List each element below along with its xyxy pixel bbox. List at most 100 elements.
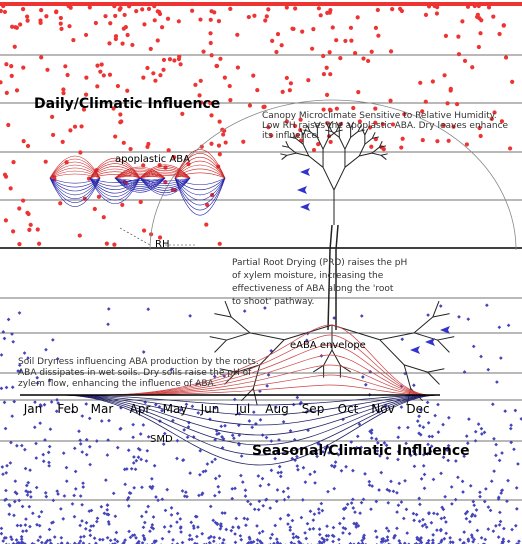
red-dot bbox=[197, 93, 202, 98]
blue-dot bbox=[286, 522, 290, 526]
red-dot bbox=[45, 67, 50, 72]
red-dot bbox=[158, 73, 163, 78]
blue-dot bbox=[444, 520, 448, 524]
blue-dot bbox=[402, 541, 407, 544]
red-dot bbox=[510, 79, 515, 84]
blue-dot bbox=[389, 479, 393, 484]
red-dot bbox=[476, 44, 481, 50]
envelope-red bbox=[99, 354, 431, 396]
blue-dot bbox=[245, 517, 250, 521]
red-dot bbox=[349, 38, 354, 43]
red-dot bbox=[321, 53, 326, 59]
blue-dot bbox=[440, 505, 444, 510]
blue-dot bbox=[80, 414, 85, 418]
blue-dot bbox=[331, 539, 335, 544]
arrow bbox=[297, 186, 307, 194]
red-dot bbox=[216, 143, 222, 148]
blue-dot bbox=[78, 442, 83, 446]
red-dot bbox=[6, 122, 11, 128]
blue-dot bbox=[462, 530, 467, 534]
red-dot bbox=[128, 146, 133, 152]
blue-dot bbox=[412, 383, 416, 388]
blue-dot bbox=[439, 538, 444, 543]
red-dot bbox=[163, 165, 168, 170]
red-dot bbox=[465, 4, 471, 9]
red-dot bbox=[71, 37, 76, 43]
blue-dot bbox=[453, 497, 458, 502]
blue-dot bbox=[386, 529, 391, 533]
blue-dot bbox=[191, 524, 196, 528]
envelope-blue bbox=[59, 394, 441, 436]
blue-dot bbox=[426, 538, 431, 543]
blue-dot bbox=[415, 419, 420, 423]
blue-dot bbox=[188, 533, 192, 538]
blue-dot bbox=[91, 523, 96, 528]
red-dot bbox=[279, 43, 284, 48]
red-dot bbox=[321, 72, 327, 77]
red-dot bbox=[141, 75, 146, 80]
blue-dot bbox=[113, 514, 118, 519]
blue-dot bbox=[36, 538, 41, 543]
note-line: effectiveness of ABA along the 'root bbox=[232, 284, 394, 294]
red-dot bbox=[35, 227, 40, 232]
red-dot bbox=[1, 3, 6, 9]
red-dot bbox=[0, 80, 3, 85]
root bbox=[404, 364, 428, 373]
blue-dot bbox=[2, 400, 7, 405]
blue-dot bbox=[315, 454, 319, 459]
blue-dot bbox=[20, 443, 24, 448]
blue-dot bbox=[516, 462, 520, 466]
red-dot bbox=[255, 87, 260, 93]
daily-wave-blue bbox=[89, 177, 141, 183]
trunk bbox=[327, 224, 339, 331]
red-dot bbox=[77, 233, 82, 238]
daily-wave-red bbox=[174, 172, 226, 179]
branch bbox=[295, 138, 304, 145]
red-dot bbox=[120, 41, 125, 46]
blue-dot bbox=[217, 490, 222, 494]
blue-dot bbox=[233, 486, 237, 491]
red-dot bbox=[27, 227, 32, 233]
blue-dot bbox=[497, 458, 502, 463]
daily-wave-red bbox=[139, 173, 191, 179]
daily-wave-red bbox=[89, 160, 141, 179]
red-dot bbox=[108, 21, 113, 26]
blue-dot bbox=[105, 453, 110, 457]
blue-dot bbox=[467, 417, 471, 421]
red-dot bbox=[9, 73, 14, 79]
envelope-blue bbox=[59, 394, 441, 416]
red-dot bbox=[25, 14, 30, 19]
blue-dot bbox=[131, 461, 136, 465]
blue-dot bbox=[257, 531, 262, 535]
red-dot bbox=[376, 33, 381, 38]
blue-dot bbox=[136, 455, 141, 460]
blue-dot bbox=[404, 441, 408, 446]
blue-dot bbox=[307, 527, 312, 532]
daily-wave-blue bbox=[114, 177, 166, 181]
blue-dot bbox=[8, 461, 13, 465]
red-dot bbox=[369, 144, 374, 149]
branch bbox=[309, 131, 318, 138]
red-dot bbox=[54, 10, 59, 15]
blue-dot bbox=[494, 442, 498, 447]
blue-dot bbox=[488, 508, 493, 513]
blue-dot bbox=[421, 464, 426, 468]
blue-dot bbox=[471, 499, 476, 504]
blue-dot bbox=[291, 532, 296, 536]
blue-dot bbox=[268, 506, 273, 510]
blue-dot bbox=[291, 535, 296, 540]
blue-dot bbox=[198, 472, 202, 477]
blue-dot bbox=[150, 476, 154, 481]
red-dot bbox=[489, 116, 494, 122]
month-label: Jan bbox=[23, 402, 43, 416]
blue-dot bbox=[230, 487, 235, 491]
red-dot bbox=[96, 194, 102, 199]
blue-dot bbox=[274, 499, 279, 504]
blue-dot bbox=[104, 478, 108, 482]
blue-dot bbox=[344, 464, 348, 469]
note-line: its influence. bbox=[262, 131, 320, 141]
envelope-red bbox=[99, 324, 431, 396]
blue-dot bbox=[78, 539, 83, 543]
blue-dot bbox=[482, 430, 487, 435]
daily-wave-blue bbox=[89, 177, 141, 190]
